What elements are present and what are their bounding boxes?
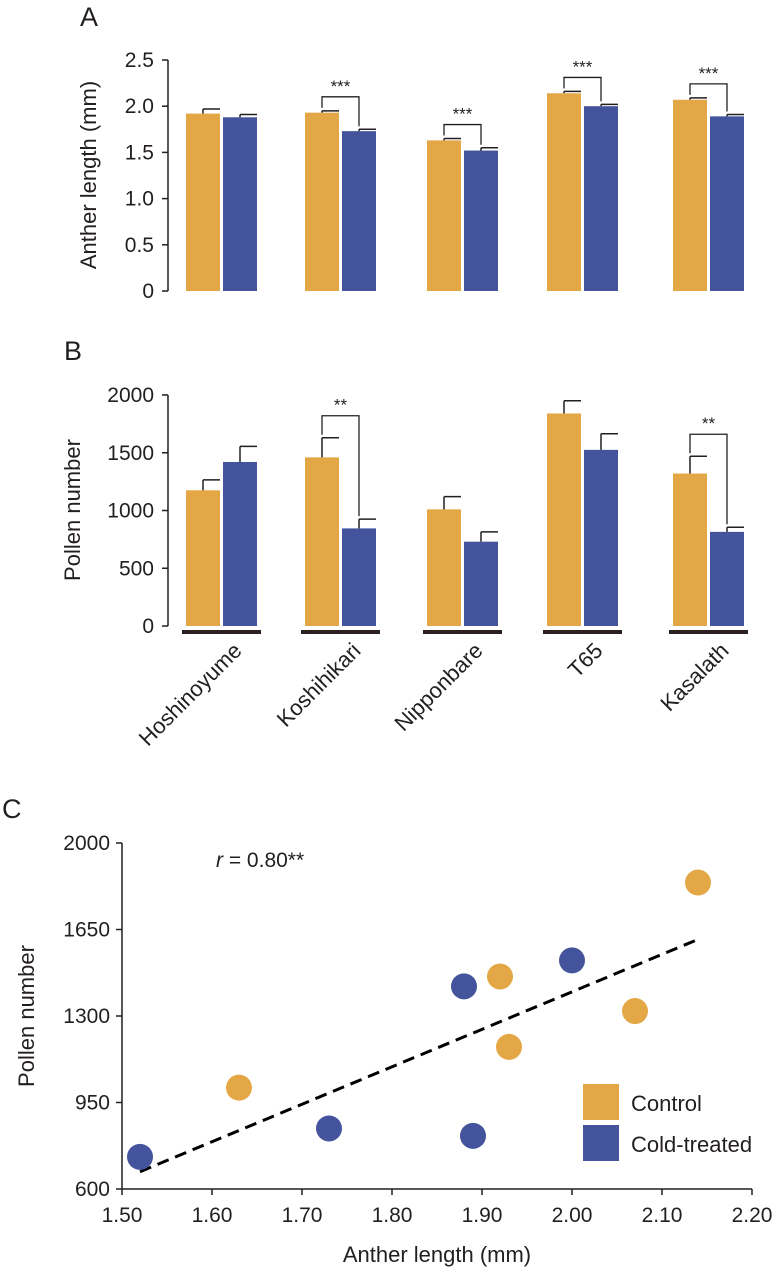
point-control (622, 998, 648, 1025)
bar-hoshinoyume-cold-treated (223, 117, 257, 292)
point-control (226, 1074, 252, 1101)
panel-label-b: B (64, 336, 82, 366)
significance-label: *** (331, 77, 351, 96)
panel-c: C Pollen number Anther length (mm) 600 95… (2, 794, 772, 1267)
a-y-tick-label: 1.0 (125, 188, 154, 211)
bar-hoshinoyume-control (186, 490, 220, 626)
bar-koshihikari-cold-treated (342, 528, 376, 626)
category-label-t65: T65 (563, 638, 607, 682)
bar-t65-cold-treated (584, 449, 618, 626)
point-cold-treated (451, 973, 477, 1000)
bar-nipponbare-control (427, 509, 461, 626)
point-cold-treated (316, 1115, 342, 1142)
category-label-koshihikari: Koshihikari (272, 638, 366, 732)
bar-koshihikari-control (305, 457, 339, 626)
b-y-tick-label: 1500 (107, 442, 154, 465)
bar-hoshinoyume-control (186, 113, 220, 291)
point-control (685, 869, 711, 896)
c-y-tick-label: 2000 (63, 832, 110, 855)
panel-c-x-axis-title: Anther length (mm) (343, 1242, 531, 1267)
category-label-kasalath: Kasalath (655, 638, 733, 716)
panel-label-c: C (2, 794, 22, 824)
bar-t65-control (547, 413, 581, 626)
legend-swatch-control (583, 1084, 619, 1120)
bar-kasalath-cold-treated (710, 531, 744, 626)
panel-b-y-axis-title: Pollen number (60, 439, 85, 581)
point-control (487, 963, 513, 990)
category-label-hoshinoyume: Hoshinoyume (134, 638, 247, 751)
point-control (496, 1033, 522, 1060)
c-x-tick-label: 1.90 (462, 1204, 503, 1227)
significance-label: ** (702, 414, 716, 433)
a-y-tick-label: 1.5 (125, 141, 154, 164)
bar-kasalath-control (673, 473, 707, 626)
legend-swatch-cold-treated (583, 1125, 619, 1161)
significance-label: *** (699, 64, 719, 83)
bar-hoshinoyume-cold-treated (223, 461, 257, 626)
bar-nipponbare-cold-treated (464, 541, 498, 626)
significance-label: *** (453, 105, 473, 124)
c-x-tick-label: 2.10 (642, 1204, 683, 1227)
significance-bracket (563, 76, 602, 102)
panel-b: B Pollen number 0 500 1000 1500 2000 ** ** Ho… (60, 336, 748, 751)
bar-t65-control (547, 93, 581, 291)
c-x-tick-label: 2.00 (552, 1204, 593, 1227)
legend-label-control: Control (631, 1091, 702, 1116)
bar-koshihikari-cold-treated (342, 131, 376, 291)
significance-bracket (321, 415, 360, 517)
panel-a: A Anther length (mm) 0 0.5 1.0 1.5 2.0 2.5 **… (76, 2, 744, 303)
b-y-tick-label: 2000 (107, 384, 154, 407)
a-y-tick-label: 0.5 (125, 234, 154, 257)
c-x-tick-label: 1.70 (282, 1204, 323, 1227)
significance-bracket (689, 433, 728, 525)
c-y-tick-label: 1300 (63, 1005, 110, 1028)
b-y-tick-label: 1000 (107, 500, 154, 523)
category-label-nipponbare: Nipponbare (389, 638, 487, 736)
bar-kasalath-cold-treated (710, 116, 744, 291)
correlation-annotation: r = 0.80** (216, 849, 304, 872)
b-y-tick-label: 0 (142, 615, 154, 638)
significance-bracket (321, 96, 360, 127)
bar-nipponbare-cold-treated (464, 150, 498, 291)
c-x-tick-label: 1.60 (192, 1204, 233, 1227)
a-y-tick-label: 2.0 (125, 95, 154, 118)
c-y-tick-label: 600 (75, 1178, 110, 1201)
trend-line (139, 938, 699, 1174)
panel-label-a: A (80, 2, 98, 32)
b-y-tick-label: 500 (119, 557, 154, 580)
point-cold-treated (127, 1143, 153, 1170)
correlation-value: = 0.80** (223, 849, 304, 872)
bar-nipponbare-control (427, 140, 461, 291)
panel-c-y-axis-title: Pollen number (14, 945, 39, 1087)
c-y-tick-label: 1650 (63, 919, 110, 942)
significance-label: *** (573, 57, 593, 76)
significance-bracket (443, 123, 482, 145)
significance-label: ** (334, 396, 348, 415)
c-x-tick-label: 1.50 (102, 1204, 143, 1227)
point-cold-treated (460, 1122, 486, 1149)
point-cold-treated (559, 947, 585, 974)
significance-bracket (689, 83, 728, 112)
c-x-tick-label: 1.80 (372, 1204, 413, 1227)
legend: Control Cold-treated (583, 1084, 752, 1161)
c-y-tick-label: 950 (75, 1092, 110, 1115)
correlation-symbol: r (216, 849, 224, 872)
legend-label-cold-treated: Cold-treated (631, 1132, 752, 1157)
c-x-tick-label: 2.20 (732, 1204, 773, 1227)
bar-kasalath-control (673, 99, 707, 292)
panel-a-y-axis-title: Anther length (mm) (76, 81, 101, 269)
bar-koshihikari-control (305, 112, 339, 291)
a-y-tick-label: 0 (142, 280, 154, 303)
a-y-tick-label: 2.5 (125, 49, 154, 72)
bar-t65-cold-treated (584, 106, 618, 291)
